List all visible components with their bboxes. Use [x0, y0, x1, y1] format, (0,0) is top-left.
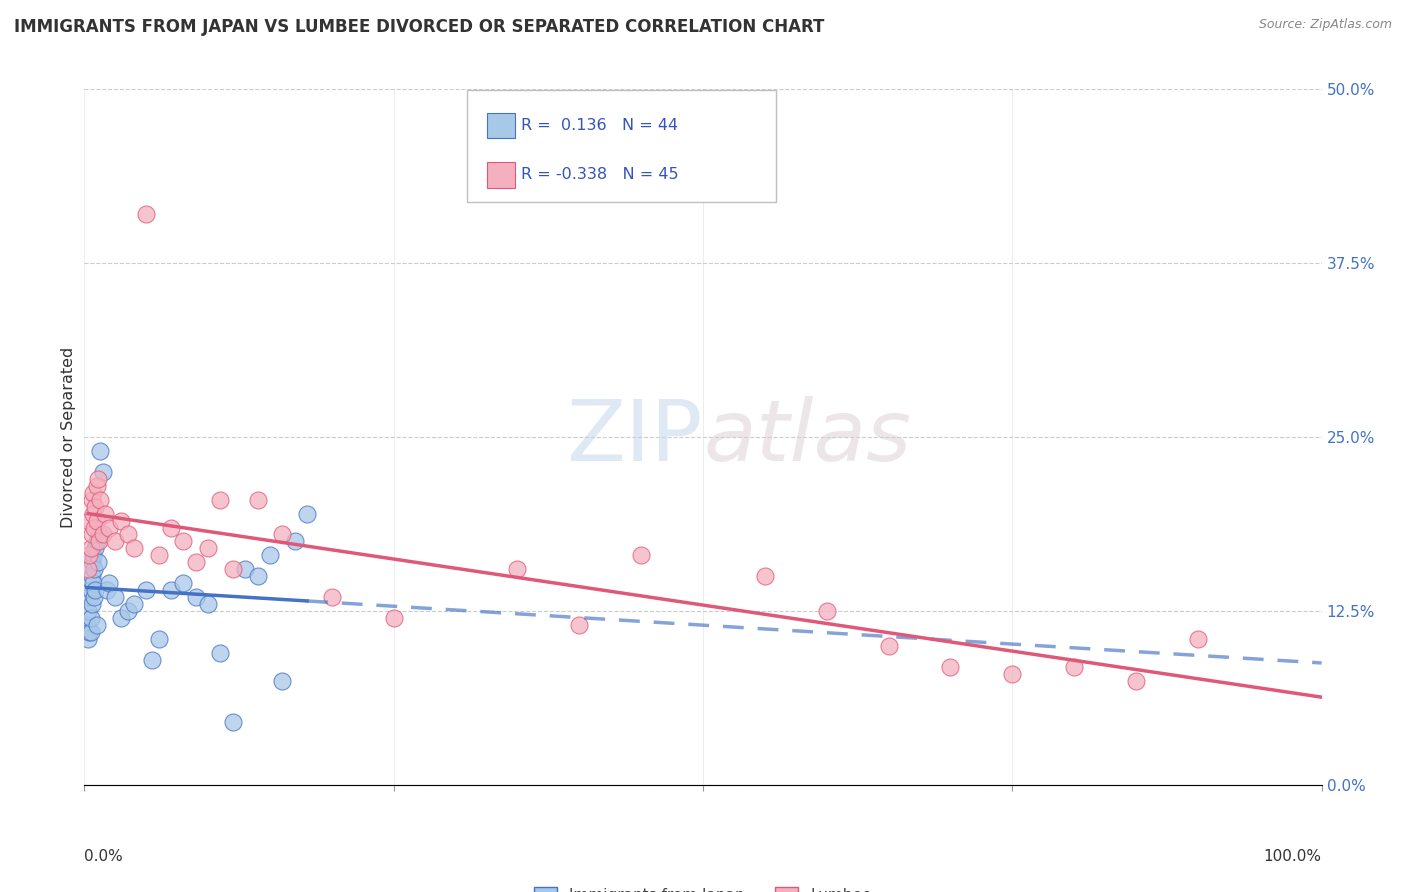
Point — [79, 624, 101, 639]
Point — [89, 534, 111, 549]
Point — [110, 514, 132, 528]
Point — [82, 576, 104, 591]
Point — [104, 590, 127, 604]
Point — [160, 520, 183, 534]
Point — [79, 611, 101, 625]
Point — [82, 507, 104, 521]
Point — [80, 492, 103, 507]
Point — [77, 632, 100, 646]
Point — [98, 576, 121, 591]
Point — [1125, 673, 1147, 688]
Point — [284, 534, 307, 549]
Point — [86, 479, 108, 493]
Point — [87, 555, 110, 569]
Point — [79, 624, 101, 639]
Point — [184, 555, 207, 569]
Point — [148, 549, 170, 563]
Point — [172, 576, 194, 591]
Point — [246, 569, 269, 583]
Point — [80, 555, 103, 569]
Point — [79, 549, 101, 563]
Text: 0.0%: 0.0% — [84, 849, 124, 863]
Point — [87, 472, 110, 486]
Point — [117, 527, 139, 541]
Point — [80, 569, 103, 583]
Point — [160, 583, 183, 598]
Point — [89, 444, 111, 458]
Point — [84, 541, 107, 556]
Point — [110, 611, 132, 625]
Point — [222, 562, 245, 576]
Point — [79, 514, 101, 528]
Point — [197, 541, 219, 556]
Text: Source: ZipAtlas.com: Source: ZipAtlas.com — [1258, 18, 1392, 31]
Point — [222, 715, 245, 730]
Point — [77, 562, 100, 576]
Text: R =  0.136   N = 44: R = 0.136 N = 44 — [520, 118, 678, 133]
Point — [83, 520, 105, 534]
Text: ZIP: ZIP — [567, 395, 703, 479]
Point — [321, 590, 343, 604]
Point — [184, 590, 207, 604]
Point — [271, 673, 294, 688]
Point — [79, 590, 101, 604]
Point — [86, 534, 108, 549]
Point — [135, 583, 157, 598]
Text: IMMIGRANTS FROM JAPAN VS LUMBEE DIVORCED OR SEPARATED CORRELATION CHART: IMMIGRANTS FROM JAPAN VS LUMBEE DIVORCED… — [14, 18, 824, 36]
Text: atlas: atlas — [703, 395, 911, 479]
Point — [77, 604, 100, 618]
Point — [148, 632, 170, 646]
Point — [98, 520, 121, 534]
Point — [104, 534, 127, 549]
Text: 100.0%: 100.0% — [1264, 849, 1322, 863]
Point — [89, 527, 111, 541]
Point — [568, 618, 591, 632]
Point — [83, 562, 105, 576]
Point — [84, 583, 107, 598]
Point — [259, 549, 281, 563]
Text: R = -0.338   N = 45: R = -0.338 N = 45 — [520, 168, 678, 183]
Point — [246, 492, 269, 507]
Point — [82, 549, 104, 563]
Point — [506, 562, 529, 576]
Y-axis label: Divorced or Separated: Divorced or Separated — [60, 346, 76, 528]
Point — [76, 618, 98, 632]
Point — [1187, 632, 1209, 646]
Point — [135, 207, 157, 221]
Point — [295, 507, 318, 521]
Point — [939, 659, 962, 673]
Point — [1001, 666, 1024, 681]
Point — [86, 514, 108, 528]
Point — [382, 611, 405, 625]
Point — [94, 507, 117, 521]
Point — [233, 562, 256, 576]
Point — [91, 465, 114, 479]
Point — [271, 527, 294, 541]
Point — [79, 541, 101, 556]
Point — [209, 492, 232, 507]
Point — [80, 597, 103, 611]
Point — [79, 583, 101, 598]
Point — [172, 534, 194, 549]
Legend: Immigrants from Japan, Lumbee: Immigrants from Japan, Lumbee — [534, 887, 872, 892]
Point — [877, 639, 900, 653]
Point — [815, 604, 838, 618]
Point — [91, 527, 114, 541]
Point — [89, 492, 111, 507]
Point — [141, 653, 163, 667]
Point — [1063, 659, 1085, 673]
Point — [122, 541, 145, 556]
Point — [209, 646, 232, 660]
Point — [96, 583, 118, 598]
Point — [197, 597, 219, 611]
Point — [82, 485, 104, 500]
Point — [630, 549, 652, 563]
Point — [83, 590, 105, 604]
Point — [117, 604, 139, 618]
Point — [122, 597, 145, 611]
Point — [84, 500, 107, 514]
Point — [80, 527, 103, 541]
Point — [754, 569, 776, 583]
Point — [86, 618, 108, 632]
